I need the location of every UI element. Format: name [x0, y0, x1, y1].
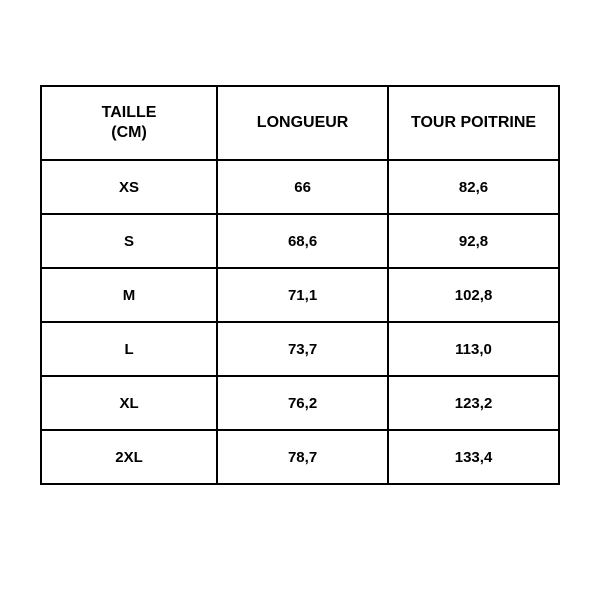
cell-chest: 102,8 — [388, 268, 559, 322]
column-header-size: TAILLE (CM) — [41, 86, 217, 160]
column-header-length: LONGUEUR — [217, 86, 388, 160]
cell-chest: 133,4 — [388, 430, 559, 484]
cell-size: M — [41, 268, 217, 322]
column-header-size-line1: TAILLE — [42, 103, 216, 123]
table-row: 2XL 78,7 133,4 — [41, 430, 559, 484]
table-row: S 68,6 92,8 — [41, 214, 559, 268]
cell-length: 71,1 — [217, 268, 388, 322]
cell-length: 66 — [217, 160, 388, 214]
cell-size: S — [41, 214, 217, 268]
table-body: XS 66 82,6 S 68,6 92,8 M 71,1 102,8 L 73… — [41, 160, 559, 484]
cell-chest: 82,6 — [388, 160, 559, 214]
cell-length: 68,6 — [217, 214, 388, 268]
table-header: TAILLE (CM) LONGUEUR TOUR POITRINE — [41, 86, 559, 160]
column-header-size-line2: (CM) — [42, 123, 216, 143]
cell-chest: 92,8 — [388, 214, 559, 268]
cell-size: XL — [41, 376, 217, 430]
cell-size: 2XL — [41, 430, 217, 484]
cell-chest: 123,2 — [388, 376, 559, 430]
cell-length: 76,2 — [217, 376, 388, 430]
size-chart-table: TAILLE (CM) LONGUEUR TOUR POITRINE XS 66… — [40, 85, 560, 485]
table-row: M 71,1 102,8 — [41, 268, 559, 322]
table-row: L 73,7 113,0 — [41, 322, 559, 376]
cell-size: XS — [41, 160, 217, 214]
cell-length: 78,7 — [217, 430, 388, 484]
table-header-row: TAILLE (CM) LONGUEUR TOUR POITRINE — [41, 86, 559, 160]
page-container: TAILLE (CM) LONGUEUR TOUR POITRINE XS 66… — [0, 0, 600, 600]
cell-length: 73,7 — [217, 322, 388, 376]
table-row: XL 76,2 123,2 — [41, 376, 559, 430]
table-row: XS 66 82,6 — [41, 160, 559, 214]
cell-size: L — [41, 322, 217, 376]
cell-chest: 113,0 — [388, 322, 559, 376]
column-header-chest: TOUR POITRINE — [388, 86, 559, 160]
